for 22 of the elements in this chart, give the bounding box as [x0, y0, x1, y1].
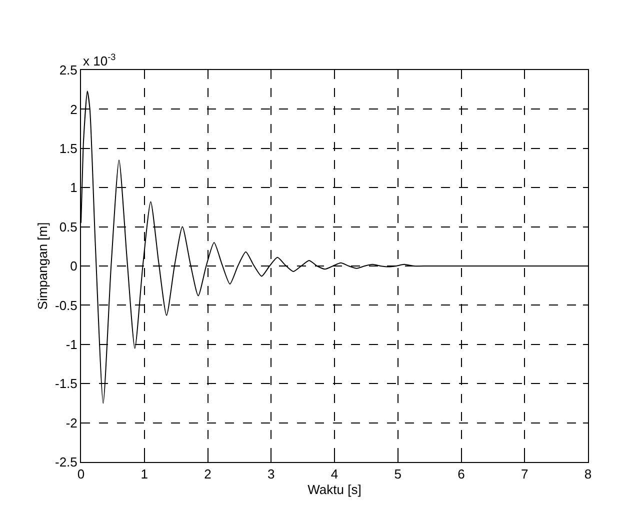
x-tick-label: 3	[268, 466, 275, 482]
x-tick-label: 8	[584, 466, 592, 482]
y-tick-label: 1.5	[59, 140, 78, 156]
x-tick-label: 4	[330, 466, 338, 482]
x-tick-label: 2	[204, 466, 212, 482]
x-tick-label: 7	[521, 466, 528, 482]
x-tick-label: 1	[140, 466, 148, 482]
y-tick-label: -0.5	[54, 298, 78, 313]
text: x 10$^{-3}$	[83, 52, 116, 68]
y-tick-label: 2	[70, 102, 78, 117]
y-tick-label: 1	[70, 180, 78, 196]
x-tick-label: 5	[394, 466, 402, 482]
y-tick-label: 2.5	[59, 62, 78, 78]
x-axis-title: Waktu [s]	[308, 482, 362, 498]
y-tick-label: -2	[66, 415, 78, 430]
y-tick-label: -2.5	[54, 454, 78, 470]
y-tick-label: 0.5	[59, 219, 78, 234]
y-axis-title: Simpangan [m]	[34, 222, 50, 310]
y-tick-label: -1.5	[54, 376, 78, 392]
y-tick-label: 0	[70, 258, 78, 274]
x-tick-label: 6	[458, 466, 465, 482]
y-tick-label: -1	[66, 336, 78, 352]
